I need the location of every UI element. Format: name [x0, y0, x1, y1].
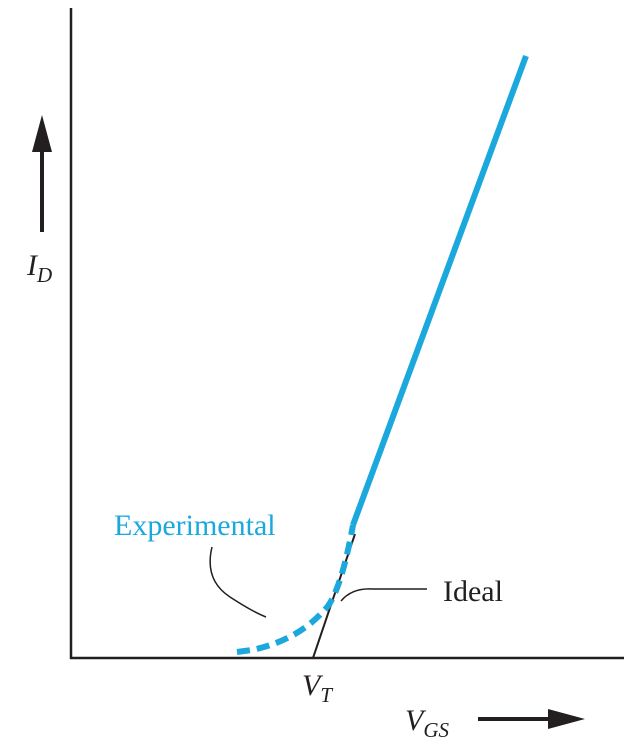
experimental-curve-subthreshold [236, 524, 356, 655]
experimental-curve-linear [350, 54, 529, 527]
vt-label-main: V [302, 669, 324, 702]
id-axis-label-sub: D [36, 263, 52, 287]
vt-label-sub: T [320, 683, 333, 707]
vgs-axis-label-main: V [405, 704, 427, 737]
ideal-label: Ideal [443, 575, 503, 608]
vgs-axis-label-sub: GS [423, 718, 449, 742]
arrow-right-icon [478, 709, 585, 729]
ideal-leader-line [340, 588, 427, 602]
arrow-up-icon [32, 115, 52, 232]
experimental-label: Experimental [114, 509, 276, 542]
vt-label: VT [302, 669, 333, 707]
experimental-leader-line [209, 546, 267, 618]
id-axis-label: ID [26, 249, 52, 287]
id-axis-label-main: I [26, 249, 39, 282]
vgs-axis-label: VGS [405, 704, 449, 742]
ideal-curve [312, 533, 356, 659]
